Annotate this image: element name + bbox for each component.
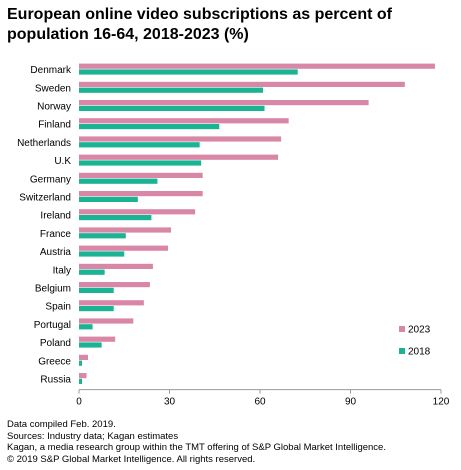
bar-2023-italy [79,263,153,269]
footer-line-copyright: © 2019 S&P Global Market Intelligence. A… [7,453,256,465]
bar-2023-finland [79,118,289,124]
x-tick-label-60: 60 [254,397,266,408]
category-label-netherlands: Netherlands [17,138,71,149]
x-tick-label-30: 30 [164,397,176,408]
bar-2023-switzerland [79,191,203,197]
category-label-austria: Austria [40,247,72,258]
bar-2018-russia [79,378,83,384]
bar-2023-austria [79,245,168,251]
category-label-belgium: Belgium [35,284,71,295]
x-tick-label-120: 120 [433,397,450,408]
footer-line-sources: Sources: Industry data; Kagan estimates [7,430,179,442]
bar-2018-ireland [79,215,152,221]
category-label-greece: Greece [38,356,71,367]
category-label-russia: Russia [40,375,71,386]
bar-2018-denmark [79,69,298,75]
bar-2018-netherlands [79,142,200,148]
bar-2018-u-k [79,160,202,166]
chart-footer: Data compiled Feb. 2019. Sources: Indust… [7,419,457,465]
bar-2023-russia [79,373,87,379]
bar-2018-norway [79,105,265,111]
bar-2018-spain [79,306,114,312]
bar-2023-netherlands [79,136,282,142]
bar-2018-portugal [79,324,93,330]
category-label-poland: Poland [40,338,71,349]
category-label-spain: Spain [45,302,71,313]
bar-2018-belgium [79,287,114,293]
bar-2018-france [79,233,126,239]
x-tick-label-0: 0 [76,397,82,408]
category-label-denmark: Denmark [30,65,72,76]
category-label-finland: Finland [38,120,71,131]
chart-title: European online video subscriptions as p… [7,6,392,43]
category-label-germany: Germany [30,174,71,185]
category-label-sweden: Sweden [35,83,71,94]
bar-2023-denmark [79,63,435,69]
category-label-ireland: Ireland [40,211,71,222]
category-label-norway: Norway [37,102,71,113]
legend-swatch-2018 [399,348,405,354]
legend-label-2023: 2023 [408,325,431,336]
category-label-switzerland: Switzerland [19,193,71,204]
bar-2023-belgium [79,282,150,288]
bar-2018-switzerland [79,196,138,202]
bar-2023-ireland [79,209,196,215]
category-label-portugal: Portugal [34,320,71,331]
category-label-u-k: U.K [54,156,71,167]
x-tick-label-90: 90 [345,397,357,408]
legend-swatch-2023 [399,326,405,332]
bar-2018-germany [79,178,158,184]
bar-2018-sweden [79,87,264,93]
bar-2023-u-k [79,154,279,160]
bar-2018-austria [79,251,125,257]
category-label-france: France [40,229,72,240]
bar-2018-finland [79,124,220,130]
footer-line-data-compiled: Data compiled Feb. 2019. [7,419,116,430]
bar-2023-greece [79,354,89,360]
footer-line-kagan: Kagan, a media research group within the… [7,442,386,453]
bar-2023-germany [79,172,203,178]
bar-2018-greece [79,360,83,366]
bar-2023-poland [79,336,116,342]
bar-2018-italy [79,269,105,275]
bar-chart: Denmark Sweden Norway Finland Netherlands U.K… [17,63,450,408]
bar-2023-norway [79,100,369,106]
bar-2023-france [79,227,172,233]
bar-2023-spain [79,300,144,306]
legend-label-2018: 2018 [408,347,431,358]
bar-2018-poland [79,342,102,348]
category-label-italy: Italy [53,265,71,276]
bar-2023-sweden [79,81,405,87]
bar-2023-portugal [79,318,134,324]
